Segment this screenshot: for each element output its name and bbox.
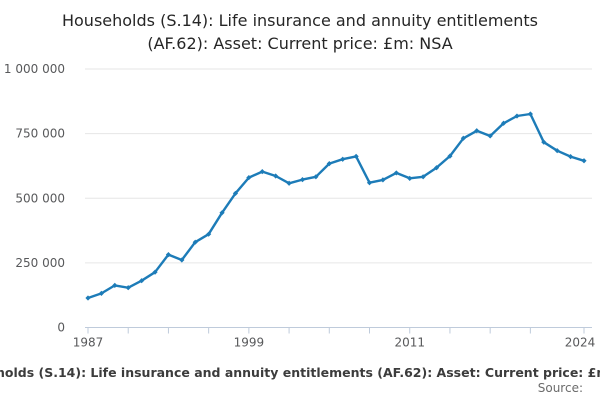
chart-title-line2: (AF.62): Asset: Current price: £m: NSA (147, 34, 453, 53)
footer-caption: Households (S.14): Life insurance and an… (0, 365, 600, 380)
data-point-marker (206, 231, 212, 237)
chart-title-line1: Households (S.14): Life insurance and an… (61, 11, 539, 30)
data-point-marker (567, 154, 574, 160)
data-point-marker (192, 239, 198, 245)
x-tick-label: 1987 (73, 336, 104, 350)
data-point-marker (286, 180, 292, 186)
data-point-marker (447, 153, 453, 159)
y-tick-label: 750 000 (15, 127, 65, 141)
x-tick-label: 2011 (394, 336, 425, 350)
data-point-marker (98, 290, 105, 296)
data-point-marker (393, 170, 399, 176)
data-point-marker (340, 156, 346, 162)
data-point-marker (460, 135, 466, 141)
data-point-marker (487, 133, 493, 139)
chart-title: Households (S.14): Life insurance and an… (0, 9, 600, 55)
data-point-marker (581, 158, 587, 164)
data-point-marker (353, 153, 359, 159)
data-point-marker (273, 173, 279, 179)
data-point-marker (246, 174, 252, 181)
data-point-marker (500, 120, 507, 126)
series-line (86, 112, 586, 300)
data-point-marker (554, 148, 560, 154)
data-point-marker (366, 180, 373, 186)
data-point-marker (299, 177, 306, 183)
data-point-marker (514, 113, 520, 119)
data-point-marker (219, 210, 225, 216)
data-point-marker (313, 174, 319, 180)
data-point-marker (474, 128, 480, 134)
data-point-marker (139, 278, 145, 284)
data-point-marker (85, 295, 91, 301)
data-point-marker (420, 174, 426, 180)
data-point-marker (527, 111, 533, 117)
x-tick-label: 2024 (565, 336, 596, 350)
data-point-marker (112, 282, 118, 288)
y-tick-label: 0 (57, 321, 65, 335)
y-tick-label: 1 000 000 (4, 62, 65, 76)
data-point-marker (326, 161, 332, 167)
x-tick-label: 1999 (234, 336, 265, 350)
source-label: Source: (537, 381, 583, 395)
data-point-marker (179, 257, 185, 263)
y-tick-label: 500 000 (15, 191, 65, 205)
data-point-marker (125, 285, 131, 291)
data-point-marker (407, 175, 413, 181)
data-point-marker (259, 169, 265, 175)
data-point-marker (152, 269, 158, 275)
data-point-marker (433, 165, 440, 171)
data-point-marker (165, 252, 172, 258)
data-point-marker (380, 177, 386, 183)
data-point-marker (232, 190, 239, 196)
y-tick-label: 250 000 (15, 256, 65, 270)
data-point-marker (541, 139, 547, 145)
